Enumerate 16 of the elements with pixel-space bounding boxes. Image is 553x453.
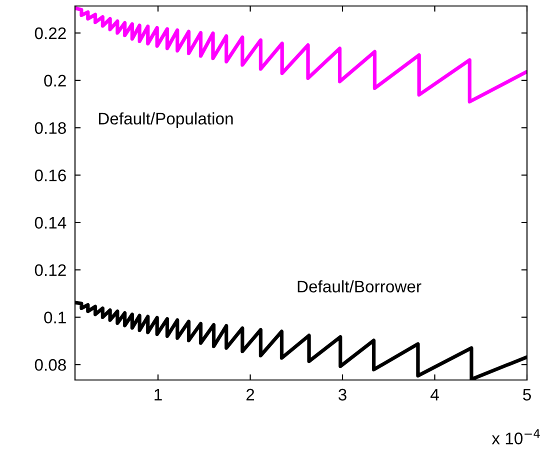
x-tick-label: 2 — [246, 388, 254, 400]
x-tick-label: 5 — [523, 388, 531, 401]
text: Default/Population — [98, 112, 233, 128]
x-tick-label: 4 — [430, 388, 439, 400]
y-tick-label: 0.2 — [44, 74, 66, 87]
y-tick-label: 0.12 — [34, 264, 66, 276]
y-tick-label: 0.14 — [34, 216, 66, 229]
text: x 10$^{−4}$ — [492, 429, 540, 444]
y-tick-label: 0.08 — [34, 359, 66, 371]
y-tick-label: 0.18 — [34, 122, 66, 134]
y-tick-label: 0.1 — [44, 312, 66, 324]
y-tick-label: 0.16 — [34, 170, 66, 182]
text: Default/Borrower — [298, 280, 422, 292]
y-tick-label: 0.22 — [34, 27, 66, 40]
x-tick-label: 1 — [154, 388, 162, 400]
x-tick-label: 3 — [338, 388, 346, 401]
